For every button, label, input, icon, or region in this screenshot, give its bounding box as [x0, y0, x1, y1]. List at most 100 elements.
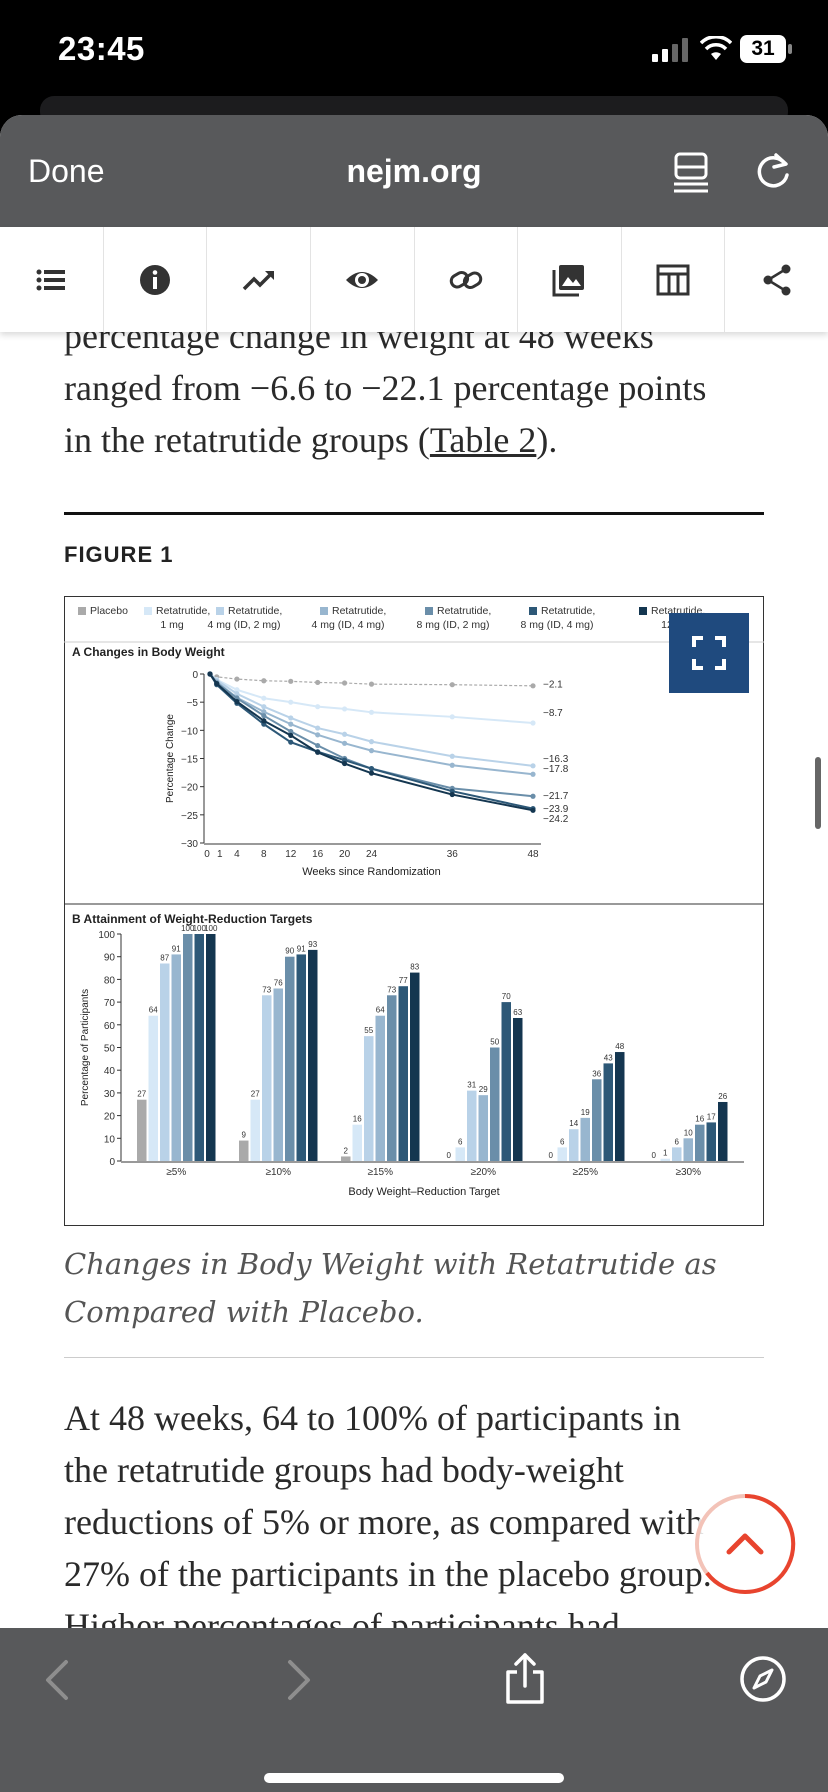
data-point [368, 766, 375, 772]
data-point [234, 699, 240, 705]
table-2-link[interactable]: Table 2 [429, 420, 537, 460]
line-chart-panel-a: A Changes in Body Weight 0 −5 −10 −15 −20 −25 −… [72, 645, 569, 878]
bar [660, 1158, 670, 1161]
bar-value-label: 0 [549, 1151, 554, 1160]
figure-1[interactable]: Placebo Retatrutide, 1 mg Retatrutide, 4 mg … [64, 596, 764, 1226]
bar-value-label: 73 [387, 985, 396, 994]
chevron-up-icon [695, 1493, 796, 1594]
data-point [341, 740, 348, 746]
reload-icon[interactable] [752, 151, 794, 193]
toolbar-link[interactable] [415, 227, 519, 332]
done-button[interactable]: Done [28, 153, 105, 189]
data-point [368, 681, 375, 687]
end-value-label: −8.7 [543, 708, 563, 719]
bar [285, 956, 295, 1161]
data-point [530, 807, 536, 813]
toolbar-info[interactable] [104, 227, 208, 332]
bar [718, 1101, 728, 1161]
end-value-label: −23.9 [543, 804, 569, 815]
bar [695, 1124, 705, 1161]
data-point [288, 721, 294, 727]
bar-value-label: 91 [297, 944, 306, 953]
y-tick-label: 0 [192, 670, 198, 681]
data-point [368, 739, 375, 745]
bar [615, 1052, 625, 1161]
data-point [341, 760, 348, 767]
data-point [288, 678, 294, 684]
bar [490, 1047, 500, 1161]
toolbar-share[interactable] [725, 227, 828, 332]
bar-value-label: 10 [684, 1128, 693, 1137]
series-line [209, 673, 534, 810]
back-to-top-button[interactable] [693, 1492, 797, 1596]
bar [513, 1017, 523, 1161]
toolbar-tables[interactable] [622, 227, 726, 332]
toolbar-metrics[interactable] [207, 227, 311, 332]
legend-label: Retatrutide, [541, 605, 595, 617]
article-paragraph: percentage change in weight at 48 weeks … [64, 332, 784, 466]
expand-icon [692, 636, 726, 670]
end-value-label: −21.7 [543, 791, 569, 802]
scrollbar[interactable] [815, 757, 821, 829]
list-icon [36, 269, 66, 290]
x-tick-label: 36 [447, 849, 459, 860]
reader-view-icon[interactable] [672, 151, 712, 193]
bar-value-label: 14 [569, 1119, 578, 1128]
bar-value-label: 83 [410, 963, 419, 972]
caption-line: Changes in Body Weight with Retatrutide … [64, 1247, 717, 1281]
x-axis-title: Weeks since Randomization [302, 866, 441, 878]
paragraph-line: Higher percentages of participants had [64, 1606, 620, 1628]
share-sheet-icon[interactable] [502, 1652, 548, 1706]
x-tick-label: 20 [339, 849, 351, 860]
data-point [261, 704, 267, 710]
bar [273, 988, 283, 1161]
bar-value-label: 63 [513, 1008, 522, 1017]
legend-label: 8 mg (ID, 2 mg) [417, 619, 490, 631]
trend-icon [242, 270, 274, 290]
bar-value-label: 43 [604, 1053, 613, 1062]
bar [250, 1099, 260, 1161]
y-tick-label: 30 [104, 1089, 116, 1100]
bar [375, 1015, 385, 1161]
article-content: percentage change in weight at 48 weeks … [0, 332, 828, 1628]
eye-icon [346, 271, 379, 288]
end-value-label: −16.3 [543, 754, 569, 765]
bar-value-label: 87 [160, 954, 169, 963]
status-bar: 23:45 31 [0, 0, 828, 100]
data-point [261, 709, 267, 715]
y-tick-label: 50 [104, 1044, 116, 1055]
bar-value-label: 0 [447, 1151, 452, 1160]
paragraph-line: in the retatrutide groups (Table 2). [64, 414, 784, 466]
compass-icon[interactable] [738, 1654, 788, 1704]
toolbar-view[interactable] [311, 227, 415, 332]
bar-value-label: 90 [285, 947, 294, 956]
x-axis-title: Body Weight–Reduction Target [348, 1186, 499, 1198]
wifi-icon [700, 36, 732, 60]
bar-value-label: 27 [137, 1090, 146, 1099]
y-tick-label: 10 [104, 1134, 116, 1145]
figure-label: FIGURE 1 [64, 542, 174, 567]
x-tick-label: ≥10% [265, 1167, 291, 1178]
data-point [368, 709, 375, 715]
toolbar-outline[interactable] [0, 227, 104, 332]
y-tick-label: 70 [104, 998, 116, 1009]
forward-icon[interactable] [278, 1656, 318, 1704]
bar-value-label: 19 [581, 1108, 590, 1117]
bar [683, 1138, 693, 1161]
x-tick-label: ≥25% [572, 1167, 598, 1178]
data-point [530, 720, 536, 726]
data-point [315, 704, 321, 710]
legend-label: 12 [661, 619, 673, 631]
battery-level: 31 [751, 37, 775, 60]
bar [603, 1063, 613, 1161]
bar [239, 1140, 249, 1161]
bar [206, 934, 216, 1161]
browser-nav-bar: Done nejm.org [0, 115, 828, 227]
expand-figure-button[interactable] [669, 613, 749, 693]
end-value-label: −2.1 [543, 680, 563, 691]
toolbar-figures[interactable] [518, 227, 622, 332]
bar-value-label: 73 [262, 985, 271, 994]
bar [194, 934, 204, 1161]
back-icon[interactable] [38, 1656, 78, 1704]
bar [455, 1147, 465, 1161]
